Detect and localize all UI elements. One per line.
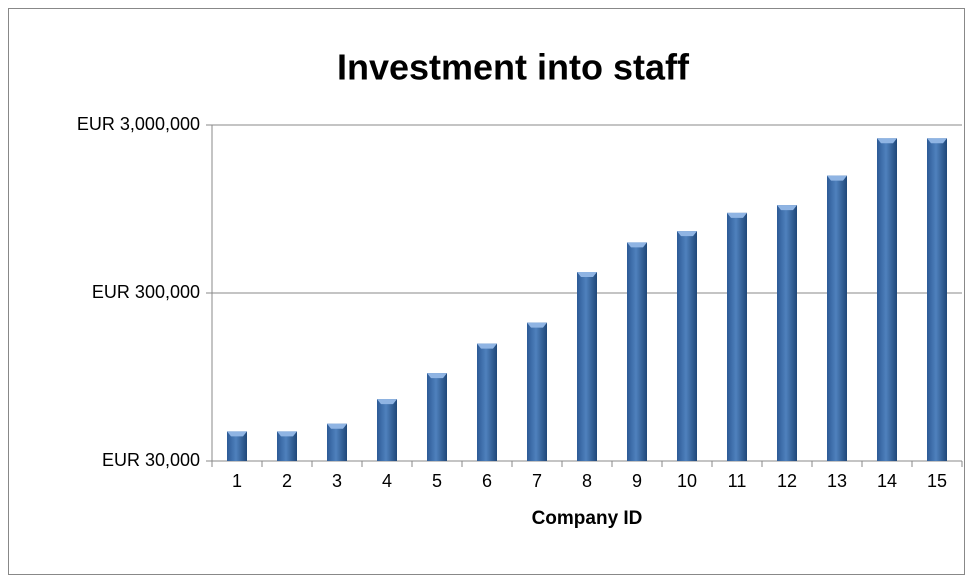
bar-bevel xyxy=(377,399,397,405)
bar xyxy=(427,373,447,461)
x-tick-label: 9 xyxy=(632,471,642,491)
bar-bevel xyxy=(227,431,247,437)
x-tick-label: 12 xyxy=(777,471,797,491)
x-tick-label: 11 xyxy=(728,471,747,491)
bar xyxy=(577,272,597,461)
bar-bevel xyxy=(827,175,847,181)
bar-bevel xyxy=(627,242,647,248)
bar-bevel xyxy=(927,138,947,144)
bar-bevel xyxy=(877,138,897,144)
x-tick-label: 1 xyxy=(232,471,242,491)
x-axis-title: Company ID xyxy=(532,508,643,529)
x-tick-label: 4 xyxy=(382,471,392,491)
bar xyxy=(727,212,747,461)
bar-bevel xyxy=(577,272,597,278)
bar-bevel xyxy=(677,231,697,237)
x-tick-label: 10 xyxy=(677,471,697,491)
bar-bevel xyxy=(277,431,297,437)
bar xyxy=(677,231,697,461)
x-tick-label: 2 xyxy=(282,471,292,491)
chart-border xyxy=(8,8,965,575)
bar-bevel xyxy=(777,205,797,211)
bar-bevel xyxy=(427,373,447,379)
x-tick-label: 7 xyxy=(532,471,542,491)
x-tick-label: 5 xyxy=(432,471,442,491)
y-tick-label: EUR 300,000 xyxy=(92,282,200,302)
bar xyxy=(327,423,347,461)
x-tick-label: 6 xyxy=(482,471,492,491)
bar xyxy=(527,322,547,461)
x-tick-label: 14 xyxy=(877,471,897,491)
bar-bevel xyxy=(527,322,547,328)
x-tick-label: 13 xyxy=(827,471,847,491)
bar xyxy=(377,399,397,461)
bar xyxy=(777,205,797,461)
x-tick-label: 15 xyxy=(927,471,947,491)
bar xyxy=(877,138,897,462)
chart-title: Investment into staff xyxy=(337,47,690,88)
bar-bevel xyxy=(327,423,347,429)
bar xyxy=(477,343,497,461)
bar-bevel xyxy=(727,212,747,218)
bar xyxy=(277,431,297,461)
x-tick-label: 8 xyxy=(582,471,592,491)
x-tick-label: 3 xyxy=(332,471,342,491)
bar xyxy=(627,242,647,461)
bar xyxy=(227,431,247,461)
bar-bevel xyxy=(477,343,497,349)
bar xyxy=(827,175,847,461)
y-tick-label: EUR 3,000,000 xyxy=(77,114,200,134)
y-tick-label: EUR 30,000 xyxy=(102,450,200,470)
bar xyxy=(927,138,947,462)
